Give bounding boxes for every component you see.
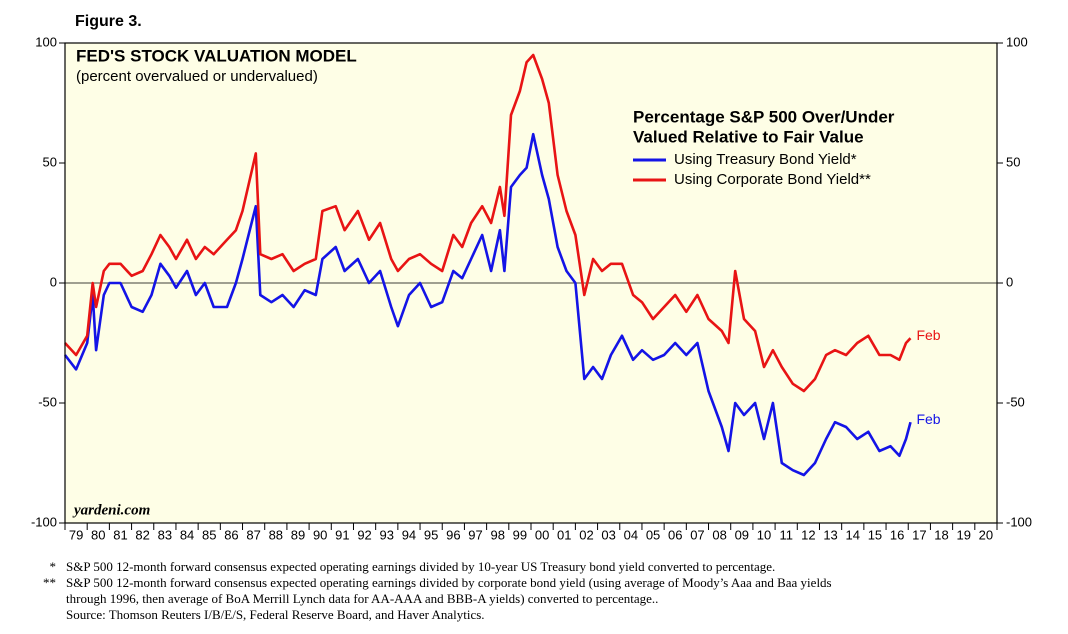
plot-frame [64,42,998,524]
legend-label: Using Corporate Bond Yield** [674,171,871,188]
y-tick-label: -50 [38,394,57,409]
x-tick-label: 06 [668,527,682,542]
source-mark: yardeni.com [72,502,150,518]
x-tick-label: 99 [513,527,527,542]
x-tick-label: 11 [779,527,793,542]
x-tick-label: 83 [158,527,172,542]
y-tick-label: 100 [35,34,57,49]
legend-label: Using Treasury Bond Yield* [674,151,857,168]
y-tick-label: 50 [43,154,57,169]
x-tick-label: 13 [823,527,837,542]
x-tick-label: 92 [357,527,371,542]
y2-tick-label: 50 [1006,154,1020,169]
x-tick-label: 16 [890,527,904,542]
x-tick-label: 14 [846,527,860,542]
footnote-marker: * [50,559,57,574]
x-tick-label: 87 [246,527,260,542]
x-tick-label: 82 [135,527,149,542]
x-tick-label: 12 [801,527,815,542]
footnote-line: S&P 500 12-month forward consensus expec… [66,575,832,590]
x-tick-label: 09 [735,527,749,542]
y-tick-label: 0 [50,274,57,289]
x-tick-label: 03 [601,527,615,542]
x-tick-label: 93 [380,527,394,542]
end-annotation: Feb [916,411,940,427]
x-tick-label: 20 [979,527,993,542]
x-tick-label: 96 [446,527,460,542]
legend-title: Valued Relative to Fair Value [633,127,864,146]
chart-title: FED'S STOCK VALUATION MODEL [76,46,357,65]
x-tick-label: 07 [690,527,704,542]
y-tick-label: -100 [31,514,57,529]
x-tick-label: 00 [535,527,549,542]
y2-tick-label: -50 [1006,394,1025,409]
x-tick-label: 95 [424,527,438,542]
y2-tick-label: 100 [1006,34,1028,49]
figure-label: Figure 3. [75,13,142,30]
end-annotation: Feb [916,327,940,343]
footnote-marker: ** [43,575,56,590]
x-tick-label: 17 [912,527,926,542]
x-tick-label: 86 [224,527,238,542]
footnote-line: through 1996, then average of BoA Merril… [66,591,658,606]
x-tick-label: 88 [269,527,283,542]
x-tick-label: 94 [402,527,416,542]
x-tick-label: 05 [646,527,660,542]
x-tick-label: 91 [335,527,349,542]
x-tick-label: 97 [468,527,482,542]
y2-tick-label: 0 [1006,274,1013,289]
x-tick-label: 98 [490,527,504,542]
series-line [63,132,912,477]
x-tick-label: 85 [202,527,216,542]
x-tick-label: 81 [113,527,127,542]
x-tick-label: 84 [180,527,194,542]
x-tick-label: 02 [579,527,593,542]
x-tick-label: 19 [956,527,970,542]
x-tick-label: 89 [291,527,305,542]
series-line [64,53,912,393]
x-tick-label: 04 [624,527,638,542]
x-tick-label: 15 [868,527,882,542]
x-tick-label: 18 [934,527,948,542]
x-tick-label: 90 [313,527,327,542]
x-tick-label: 10 [757,527,771,542]
y2-tick-label: -100 [1006,514,1032,529]
x-tick-label: 08 [712,527,726,542]
x-tick-label: 79 [69,527,83,542]
footnote-line: S&P 500 12-month forward consensus expec… [66,559,775,574]
legend-title: Percentage S&P 500 Over/Under [633,107,895,126]
chart-subtitle: (percent overvalued or undervalued) [76,68,318,85]
x-tick-label: 01 [557,527,571,542]
footnote-line: Source: Thomson Reuters I/B/E/S, Federal… [66,607,485,622]
x-tick-label: 80 [91,527,105,542]
